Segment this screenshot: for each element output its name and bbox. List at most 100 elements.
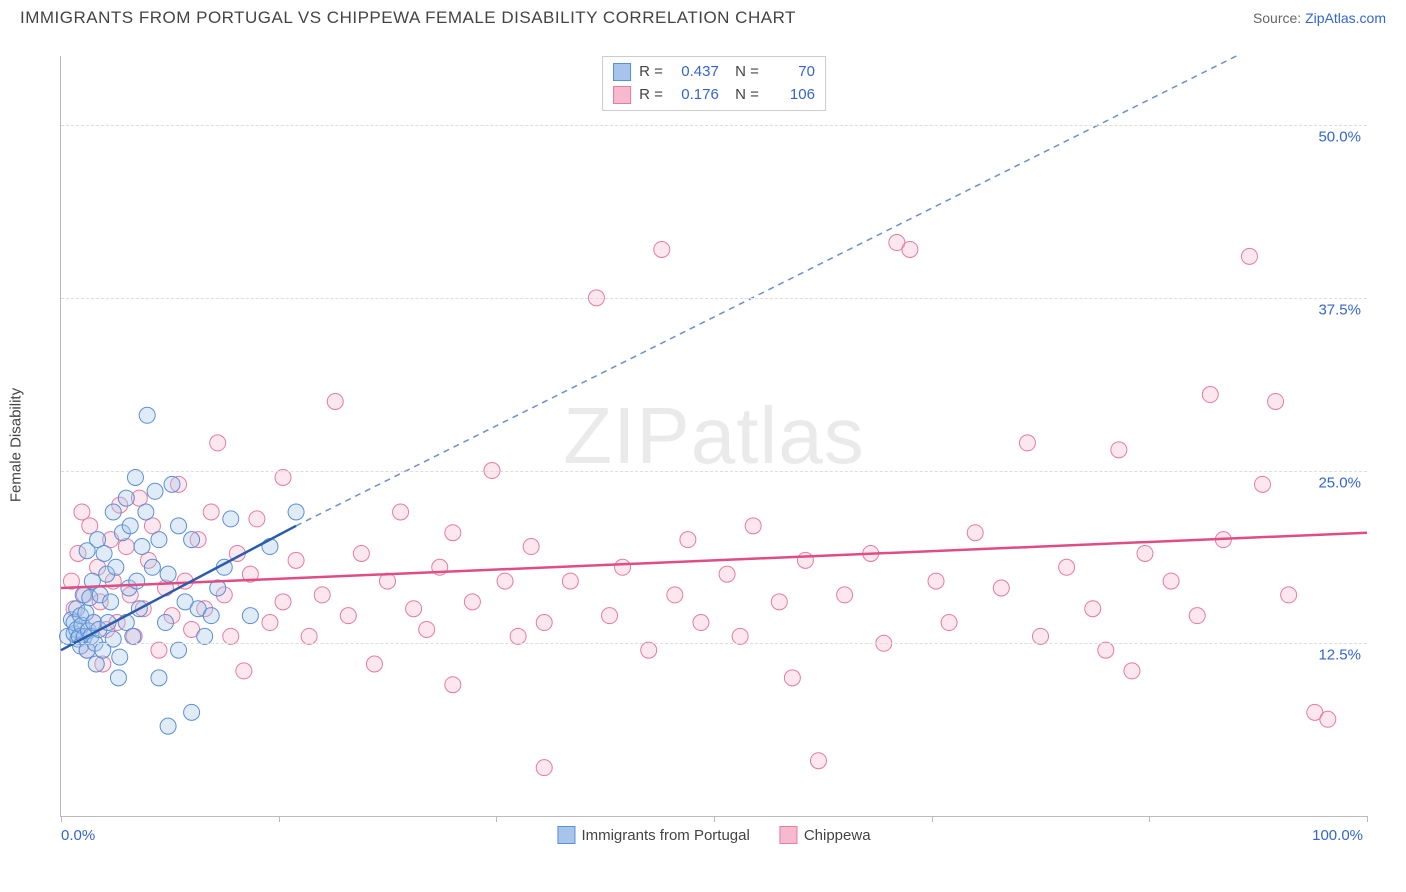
data-point: [693, 615, 709, 631]
data-point: [523, 539, 539, 555]
data-point: [151, 670, 167, 686]
data-point: [108, 559, 124, 575]
stats-r-value-0: 0.437: [671, 61, 719, 84]
data-point: [641, 642, 657, 658]
data-point: [223, 511, 239, 527]
chart-title: IMMIGRANTS FROM PORTUGAL VS CHIPPEWA FEM…: [20, 8, 796, 28]
data-point: [210, 435, 226, 451]
y-tick-label: 25.0%: [1318, 474, 1361, 491]
data-point: [393, 504, 409, 520]
data-point: [340, 608, 356, 624]
data-point: [1019, 435, 1035, 451]
y-tick-label: 12.5%: [1318, 647, 1361, 664]
stats-n-value-1: 106: [767, 84, 815, 107]
data-point: [928, 573, 944, 589]
legend-label-1: Chippewa: [804, 827, 871, 844]
data-point: [667, 587, 683, 603]
data-point: [1111, 442, 1127, 458]
correlation-stats-box: R = 0.437 N = 70 R = 0.176 N = 106: [602, 56, 826, 111]
x-axis-max-label: 100.0%: [1312, 827, 1363, 844]
data-point: [1163, 573, 1179, 589]
data-point: [125, 628, 141, 644]
data-point: [366, 656, 382, 672]
data-point: [171, 642, 187, 658]
data-point: [275, 469, 291, 485]
source-label: Source:: [1253, 10, 1301, 26]
data-point: [445, 677, 461, 693]
data-point: [134, 539, 150, 555]
x-tick: [496, 816, 497, 822]
x-axis-min-label: 0.0%: [61, 827, 95, 844]
data-point: [536, 760, 552, 776]
data-point: [406, 601, 422, 617]
data-point: [797, 552, 813, 568]
data-point: [1202, 387, 1218, 403]
data-point: [1085, 601, 1101, 617]
x-tick: [61, 816, 62, 822]
data-point: [510, 628, 526, 644]
data-point: [654, 241, 670, 257]
data-point: [464, 594, 480, 610]
x-tick: [1149, 816, 1150, 822]
x-tick: [932, 816, 933, 822]
x-tick: [714, 816, 715, 822]
data-point: [967, 525, 983, 541]
data-point: [745, 518, 761, 534]
plot-svg: [61, 56, 1367, 816]
data-point: [719, 566, 735, 582]
stats-swatch-1: [613, 86, 631, 104]
data-point: [160, 718, 176, 734]
data-point: [242, 608, 258, 624]
grid-line: [61, 298, 1367, 299]
data-point: [314, 587, 330, 603]
data-point: [184, 704, 200, 720]
data-point: [144, 559, 160, 575]
data-point: [732, 628, 748, 644]
grid-line: [61, 643, 1367, 644]
stats-n-value-0: 70: [767, 61, 815, 84]
data-point: [112, 649, 128, 665]
data-point: [151, 532, 167, 548]
stats-row-series-0: R = 0.437 N = 70: [613, 61, 815, 84]
legend-swatch-0: [557, 826, 575, 844]
data-point: [562, 573, 578, 589]
data-point: [353, 545, 369, 561]
data-point: [1189, 608, 1205, 624]
data-point: [157, 615, 173, 631]
data-point: [536, 615, 552, 631]
source-link[interactable]: ZipAtlas.com: [1305, 10, 1386, 26]
data-point: [445, 525, 461, 541]
data-point: [129, 573, 145, 589]
stats-n-label: N =: [727, 61, 759, 84]
stats-row-series-1: R = 0.176 N = 106: [613, 84, 815, 107]
legend-swatch-1: [780, 826, 798, 844]
data-point: [993, 580, 1009, 596]
x-tick: [1367, 816, 1368, 822]
data-point: [249, 511, 265, 527]
data-point: [1320, 711, 1336, 727]
data-point: [1059, 559, 1075, 575]
data-point: [837, 587, 853, 603]
scatter-plot-area: ZIPatlas R = 0.437 N = 70 R = 0.176 N = …: [60, 56, 1367, 817]
data-point: [1255, 476, 1271, 492]
data-point: [1281, 587, 1297, 603]
data-point: [902, 241, 918, 257]
data-point: [223, 628, 239, 644]
data-point: [184, 532, 200, 548]
data-point: [275, 594, 291, 610]
data-point: [497, 573, 513, 589]
stats-r-label: R =: [639, 61, 663, 84]
data-point: [810, 753, 826, 769]
data-point: [615, 559, 631, 575]
data-point: [160, 566, 176, 582]
data-point: [941, 615, 957, 631]
data-point: [288, 552, 304, 568]
data-point: [288, 504, 304, 520]
data-point: [203, 504, 219, 520]
data-point: [103, 594, 119, 610]
data-point: [784, 670, 800, 686]
y-axis-label: Female Disability: [8, 388, 25, 502]
data-point: [110, 670, 126, 686]
data-point: [236, 663, 252, 679]
data-point: [96, 545, 112, 561]
